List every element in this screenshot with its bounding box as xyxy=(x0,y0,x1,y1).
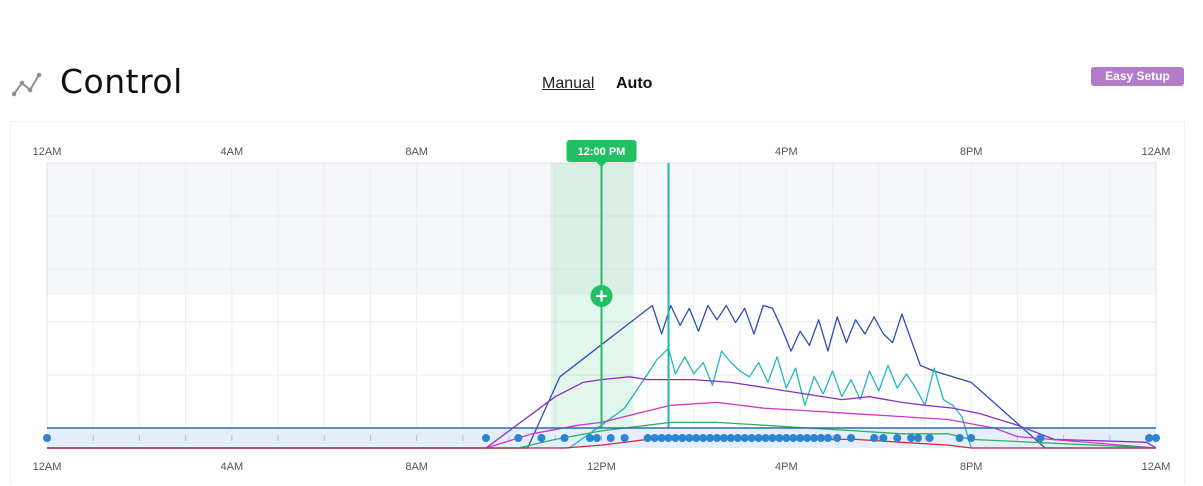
event-dot[interactable] xyxy=(481,434,490,442)
series-line-3 xyxy=(47,376,1157,449)
event-dot[interactable] xyxy=(706,434,715,442)
bottom-tick-label: 12AM xyxy=(1142,461,1171,473)
event-dot[interactable] xyxy=(592,434,601,442)
event-dot[interactable] xyxy=(789,434,798,442)
event-dot[interactable] xyxy=(620,434,629,442)
event-dot[interactable] xyxy=(879,434,888,442)
bottom-tick-label: 4PM xyxy=(775,461,798,473)
bottom-tick-label: 8PM xyxy=(960,461,983,473)
series-line-1 xyxy=(47,304,1156,449)
event-dot[interactable] xyxy=(870,434,879,442)
event-dot[interactable] xyxy=(43,434,51,442)
event-dot[interactable] xyxy=(810,434,819,442)
event-dot[interactable] xyxy=(685,434,694,442)
event-dot[interactable] xyxy=(514,434,523,442)
event-dot[interactable] xyxy=(733,434,742,442)
event-dot[interactable] xyxy=(692,434,701,442)
event-dot[interactable] xyxy=(713,434,722,442)
event-dot[interactable] xyxy=(585,434,594,442)
event-dot[interactable] xyxy=(650,434,659,442)
event-dot[interactable] xyxy=(671,434,680,442)
series-line-2 xyxy=(47,347,1156,449)
bottom-tick-label: 4AM xyxy=(221,461,244,473)
schedule-chart[interactable]: 12AM 12AM 4AM 4AM 8AM 8AM 12PM 4PM 4PM 8PM 8PM 12AM… xyxy=(11,122,1186,486)
event-dot[interactable] xyxy=(914,434,923,442)
event-dot[interactable] xyxy=(955,434,964,442)
event-dot[interactable] xyxy=(699,434,708,442)
event-dot[interactable] xyxy=(967,434,976,442)
event-dot[interactable] xyxy=(606,434,615,442)
bottom-tick-label: 12AM xyxy=(33,461,62,473)
event-dot[interactable] xyxy=(657,434,666,442)
page-header: Control Manual Auto Easy Setup xyxy=(0,0,1203,120)
event-dot[interactable] xyxy=(847,434,856,442)
event-dot[interactable] xyxy=(754,434,763,442)
event-dot[interactable] xyxy=(768,434,777,442)
current-time-badge-pointer xyxy=(596,162,607,167)
top-tick-label: 4AM xyxy=(221,146,244,158)
line-chart-icon xyxy=(12,72,42,97)
event-dot[interactable] xyxy=(1036,434,1045,442)
bottom-tick-label: 12PM xyxy=(587,461,616,473)
event-dot[interactable] xyxy=(907,434,916,442)
event-dot[interactable] xyxy=(664,434,673,442)
event-dot[interactable] xyxy=(803,434,812,442)
tab-auto[interactable]: Auto xyxy=(616,75,653,92)
page-title: Control xyxy=(60,62,183,101)
event-dot[interactable] xyxy=(537,434,546,442)
top-tick-label: 12AM xyxy=(1142,146,1171,158)
schedule-chart-card: 12AM 12AM 4AM 4AM 8AM 8AM 12PM 4PM 4PM 8PM 8PM 12AM… xyxy=(10,121,1185,485)
event-dot[interactable] xyxy=(1152,434,1160,442)
event-dot[interactable] xyxy=(925,434,934,442)
event-dot[interactable] xyxy=(823,434,832,442)
current-time-label: 12:00 PM xyxy=(578,146,626,158)
event-dot[interactable] xyxy=(678,434,687,442)
series-line-4 xyxy=(47,401,1157,449)
event-dot[interactable] xyxy=(560,434,569,442)
event-dot[interactable] xyxy=(740,434,749,442)
bottom-tick-label: 8AM xyxy=(405,461,428,473)
tab-manual[interactable]: Manual xyxy=(542,75,595,92)
event-dot[interactable] xyxy=(893,434,902,442)
top-tick-label: 8PM xyxy=(960,146,983,158)
current-time-badge xyxy=(566,140,637,162)
event-dot[interactable] xyxy=(796,434,805,442)
top-tick-label: 8AM xyxy=(405,146,428,158)
event-dot[interactable] xyxy=(833,434,842,442)
event-dot[interactable] xyxy=(816,434,825,442)
top-tick-label: 12AM xyxy=(33,146,62,158)
event-dot[interactable] xyxy=(775,434,784,442)
event-dot[interactable] xyxy=(1145,434,1154,442)
event-dot[interactable] xyxy=(643,434,652,442)
event-dot[interactable] xyxy=(726,434,735,442)
event-dot[interactable] xyxy=(782,434,791,442)
top-tick-label: 4PM xyxy=(775,146,798,158)
event-dot[interactable] xyxy=(747,434,756,442)
event-dot[interactable] xyxy=(761,434,770,442)
event-dot[interactable] xyxy=(719,434,728,442)
easy-setup-button[interactable]: Easy Setup xyxy=(1091,67,1184,86)
